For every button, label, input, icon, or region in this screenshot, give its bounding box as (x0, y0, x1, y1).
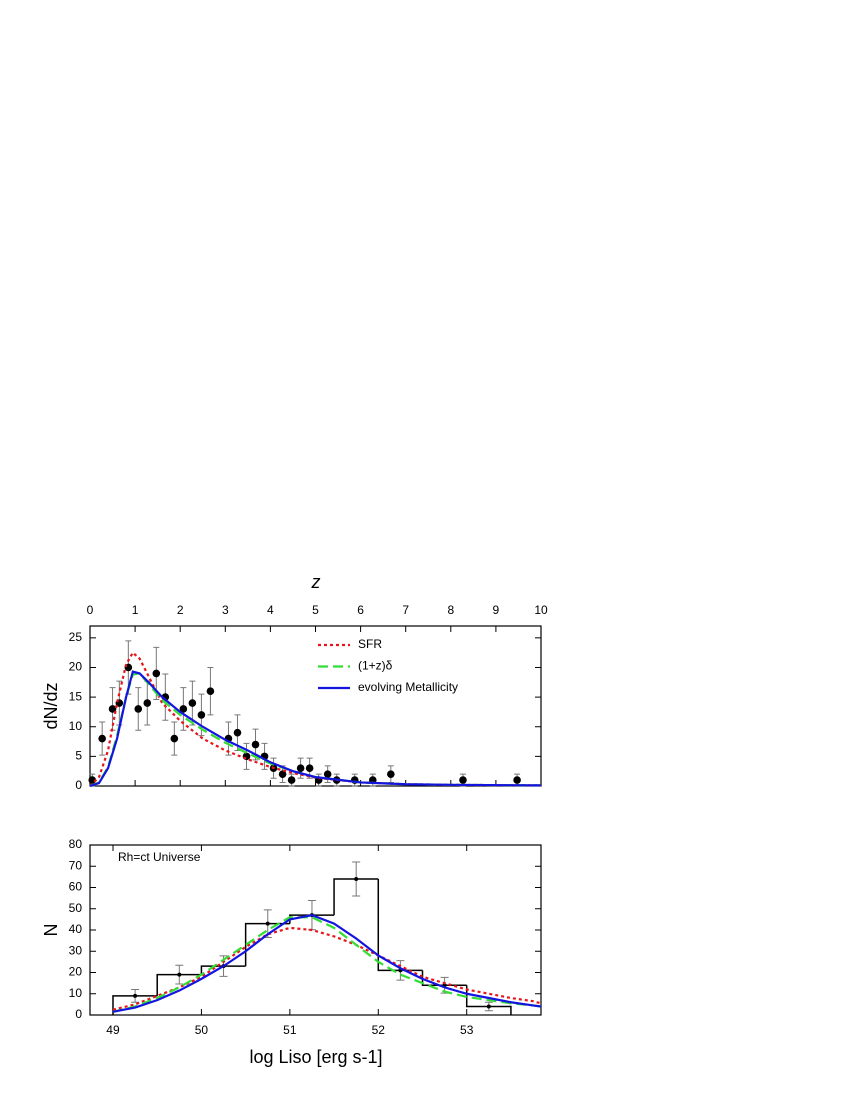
x-tick-label: 52 (372, 1023, 386, 1037)
bin-point (177, 972, 182, 977)
data-point (108, 705, 117, 713)
data-point (143, 699, 152, 707)
data-point (287, 776, 296, 784)
histogram-bar (421, 970, 467, 986)
y-tick-label: 60 (69, 880, 83, 894)
bin-point (486, 1004, 491, 1009)
y-tick-label: 80 (69, 837, 83, 851)
legend-label: evolving Metallicity (358, 680, 458, 694)
histogram-bar (333, 878, 379, 916)
x-tick-label: 49 (106, 1023, 120, 1037)
y-tick-label: 0 (75, 778, 82, 792)
x-axis-label: z (311, 572, 321, 592)
x-tick-label: 7 (402, 603, 409, 617)
model-curve (89, 670, 542, 788)
x-tick-label: 51 (283, 1023, 297, 1037)
histogram-bar (289, 914, 335, 924)
data-point (206, 687, 215, 695)
data-point (251, 740, 260, 749)
annotation: Rh=ct Universe (118, 850, 201, 864)
data-point (98, 734, 106, 743)
histogram-bar (200, 965, 246, 975)
data-point (278, 770, 287, 778)
y-tick-label: 30 (69, 943, 83, 957)
x-tick-label: 50 (195, 1023, 209, 1037)
x-tick-label: 53 (460, 1023, 474, 1037)
y-tick-label: 5 (75, 749, 82, 763)
y-axis-label: dN/dz (41, 682, 61, 729)
plot-frame (89, 625, 542, 787)
data-point (197, 711, 206, 719)
bin-point (265, 921, 270, 926)
y-tick-label: 15 (69, 689, 83, 703)
y-tick-label: 20 (69, 965, 83, 979)
legend-label: SFR (358, 637, 382, 651)
x-tick-label: 8 (447, 603, 454, 617)
data-point (459, 776, 467, 784)
x-tick-label: 3 (222, 603, 229, 617)
data-point (233, 728, 242, 737)
data-point (88, 776, 97, 784)
y-axis-label: N (41, 924, 61, 937)
x-tick-label: 10 (534, 603, 548, 617)
model-curve (89, 672, 542, 788)
data-point (387, 770, 395, 778)
data-point (179, 705, 188, 713)
x-tick-label: 1 (132, 603, 139, 617)
y-tick-label: 10 (69, 986, 83, 1000)
y-tick-label: 10 (69, 719, 83, 733)
y-tick-label: 20 (69, 660, 83, 674)
model-curve (112, 913, 542, 1013)
data-point (323, 770, 332, 778)
x-tick-label: 6 (357, 603, 364, 617)
data-point (170, 734, 179, 743)
x-tick-label: 0 (87, 603, 94, 617)
y-tick-label: 70 (69, 858, 83, 872)
x-tick-label: 2 (177, 603, 184, 617)
bin-point (133, 993, 138, 998)
x-tick-label: 4 (267, 603, 274, 617)
data-point (305, 764, 314, 773)
data-point (296, 764, 305, 773)
model-curve (89, 650, 542, 787)
legend-label: (1+z)δ (358, 659, 393, 673)
histogram-bar (156, 973, 202, 996)
y-tick-label: 0 (75, 1007, 82, 1021)
model-curve (112, 916, 542, 1013)
y-tick-label: 50 (69, 901, 83, 915)
y-tick-label: 40 (69, 922, 83, 936)
x-axis-label: log Liso [erg s-1] (249, 1047, 382, 1067)
histogram-bar (377, 879, 423, 972)
data-point (134, 705, 143, 713)
data-point (188, 699, 197, 707)
y-tick-label: 25 (69, 630, 83, 644)
data-point (513, 776, 521, 784)
x-tick-label: 9 (493, 603, 500, 617)
x-tick-label: 5 (312, 603, 319, 617)
bin-point (354, 877, 359, 881)
data-point (152, 669, 161, 678)
